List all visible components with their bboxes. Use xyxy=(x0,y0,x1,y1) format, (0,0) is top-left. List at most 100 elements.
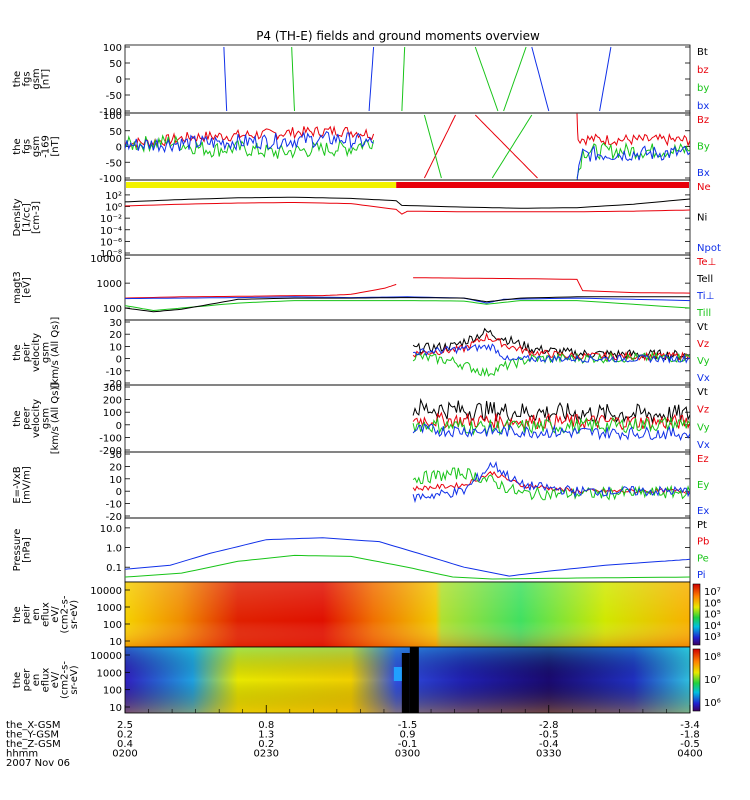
ylabel-line: en xyxy=(31,608,42,621)
y-tick-label: 10⁻² xyxy=(100,214,122,225)
panel-peer_spec: thepeerenefluxeV/(cm2-s-sr-eV) 10⁸ 10⁷ 10⁶ 1… xyxy=(12,646,721,714)
y-tick-label: 10000 xyxy=(90,651,122,662)
series-bx xyxy=(599,46,612,112)
legend-Ne: Ne xyxy=(697,182,711,193)
spectrogram-shade xyxy=(125,582,690,647)
y-tick-label: 0.1 xyxy=(106,563,122,574)
legend-Tell: Tell xyxy=(696,274,713,285)
x-row-value: 0230 xyxy=(254,749,279,760)
series-group xyxy=(125,277,690,313)
series-Bz xyxy=(423,114,456,179)
y-tick-label: -100 xyxy=(99,174,122,185)
series-Te xyxy=(125,283,397,299)
colorbar-label: 10³ xyxy=(704,632,721,643)
colorbar xyxy=(692,648,701,712)
panel-ylabel: Pressure[nPa] xyxy=(12,529,33,572)
panel-ylabel: E=-VxB[mV/m] xyxy=(12,466,33,504)
panel-ylabel: thefgsgsm[nT] xyxy=(12,68,52,89)
series-by xyxy=(401,46,406,112)
y-tick-label: -50 xyxy=(106,91,122,102)
plot-title: P4 (TH-E) fields and ground moments over… xyxy=(256,29,540,43)
ylabel-line: gsm xyxy=(41,408,52,429)
panel-ylabel: Density[1/cc][cm-3] xyxy=(12,198,42,236)
series-by xyxy=(291,46,295,112)
y-tick-label: 10² xyxy=(105,191,122,202)
series-Ey xyxy=(412,467,690,501)
y-tick-label: 0 xyxy=(116,75,122,86)
y-tick-label: -100 xyxy=(99,107,122,118)
y-tick-label: -200 xyxy=(99,446,122,457)
series-Vx xyxy=(412,423,690,442)
series-group xyxy=(125,113,690,180)
y-tick-label: 100 xyxy=(103,43,122,54)
legend-Ey: Ey xyxy=(697,480,709,491)
panel-ylabel: magt3[eV] xyxy=(12,271,33,304)
series-Bx xyxy=(125,131,374,154)
panel-frame xyxy=(124,112,691,181)
mode-bar-red xyxy=(396,182,689,188)
y-tick-label: 100 xyxy=(103,686,122,697)
series-bx xyxy=(368,46,375,112)
legend-Ex: Ex xyxy=(697,506,709,517)
y-tick-label: 50 xyxy=(109,59,122,70)
ylabel-line: the xyxy=(12,672,23,688)
y-tick-label: 20 xyxy=(109,330,122,341)
panel-ylabel: thepeirvelocitygsm[km/s (All Qs)] xyxy=(12,317,61,389)
panel-peer_vel: thepeervelocitygsm[km/s (All Qs)] 300 2001… xyxy=(12,383,710,457)
series-Ti xyxy=(125,296,690,304)
legend-Ni: Ni xyxy=(697,213,707,224)
series-Vy xyxy=(412,416,690,437)
series-group xyxy=(223,46,612,112)
colorbar-label: 10⁸ xyxy=(704,652,721,663)
y-tick-label: 1000 xyxy=(97,603,122,614)
data-gap xyxy=(409,647,419,713)
series-Vt xyxy=(412,397,690,424)
ylabel-line: [km/s (All Qs)] xyxy=(50,317,61,389)
y-tick-label: 10⁻⁸ xyxy=(100,249,122,260)
x-row-value: 1.3 xyxy=(258,730,274,741)
ylabel-line: the xyxy=(12,606,23,622)
legend-Vy: Vy xyxy=(697,422,710,433)
x-row-value: 0.2 xyxy=(258,739,274,750)
panel-ylabel: thepeerenefluxeV/(cm2-s-sr-eV) xyxy=(12,661,80,699)
y-tick-label: 10⁰ xyxy=(105,203,122,214)
panels-group: thefgsgsm[nT]100500-50-100Btbzbybxthefgs… xyxy=(12,43,721,714)
y-tick-label: 100 xyxy=(103,304,122,315)
series-Vt xyxy=(412,327,690,361)
series-Bx xyxy=(576,145,690,180)
panel-ylabel: thepeervelocitygsm[km/s (All Qs)] xyxy=(12,383,61,455)
series-bx xyxy=(531,46,550,112)
panel-fgs: thefgsgsm[nT] 100 50 0 -50 -100 Bt bz by bx xyxy=(12,43,709,118)
colorbar-label: 10⁴ xyxy=(704,621,721,632)
series-Till xyxy=(125,300,690,312)
legend-Vx: Vx xyxy=(697,373,710,384)
y-tick-label: 50 xyxy=(109,127,122,138)
colorbar-label: 10⁵ xyxy=(704,610,721,621)
x-row-value: 0200 xyxy=(112,749,137,760)
y-tick-label: -20 xyxy=(106,379,122,390)
y-tick-label: 1.0 xyxy=(106,544,122,555)
x-row-label: the_Y-GSM xyxy=(6,730,59,741)
legend-Te⊥: Te⊥ xyxy=(696,257,716,268)
y-tick-label: -10 xyxy=(106,367,122,378)
series-Bz xyxy=(125,125,375,150)
legend-Vx: Vx xyxy=(697,440,710,451)
series-by xyxy=(503,46,527,112)
ylabel-line: gsm xyxy=(31,68,42,89)
ylabel-line: magt3 xyxy=(12,271,23,304)
series-Pe xyxy=(125,554,690,580)
panel-pressure: Pressure[nPa] 10.0 1.0 0.1 Pt Pb Pe Pi xyxy=(12,517,709,583)
ylabel-line: peer xyxy=(22,406,33,430)
series-by xyxy=(474,46,499,112)
legend-Vt: Vt xyxy=(697,387,708,398)
legend-Pb: Pb xyxy=(697,537,709,548)
panel-frame xyxy=(124,179,691,256)
panel-frame xyxy=(124,451,691,519)
y-tick-label: 10.0 xyxy=(100,524,122,535)
x-row-value: -0.5 xyxy=(680,739,700,750)
y-tick-label: -20 xyxy=(106,512,122,523)
ylabel-line: E=-VxB xyxy=(12,466,23,503)
y-tick-label: 200 xyxy=(103,396,122,407)
panel-magt3: magt3[eV] 10000 1000 100 Te⊥ Tell Ti⊥ Till xyxy=(12,254,716,321)
panel-peir_spec: thepeirenefluxeV/(cm2-s-sr-eV)10⁷10⁶10⁵1… xyxy=(12,581,721,648)
